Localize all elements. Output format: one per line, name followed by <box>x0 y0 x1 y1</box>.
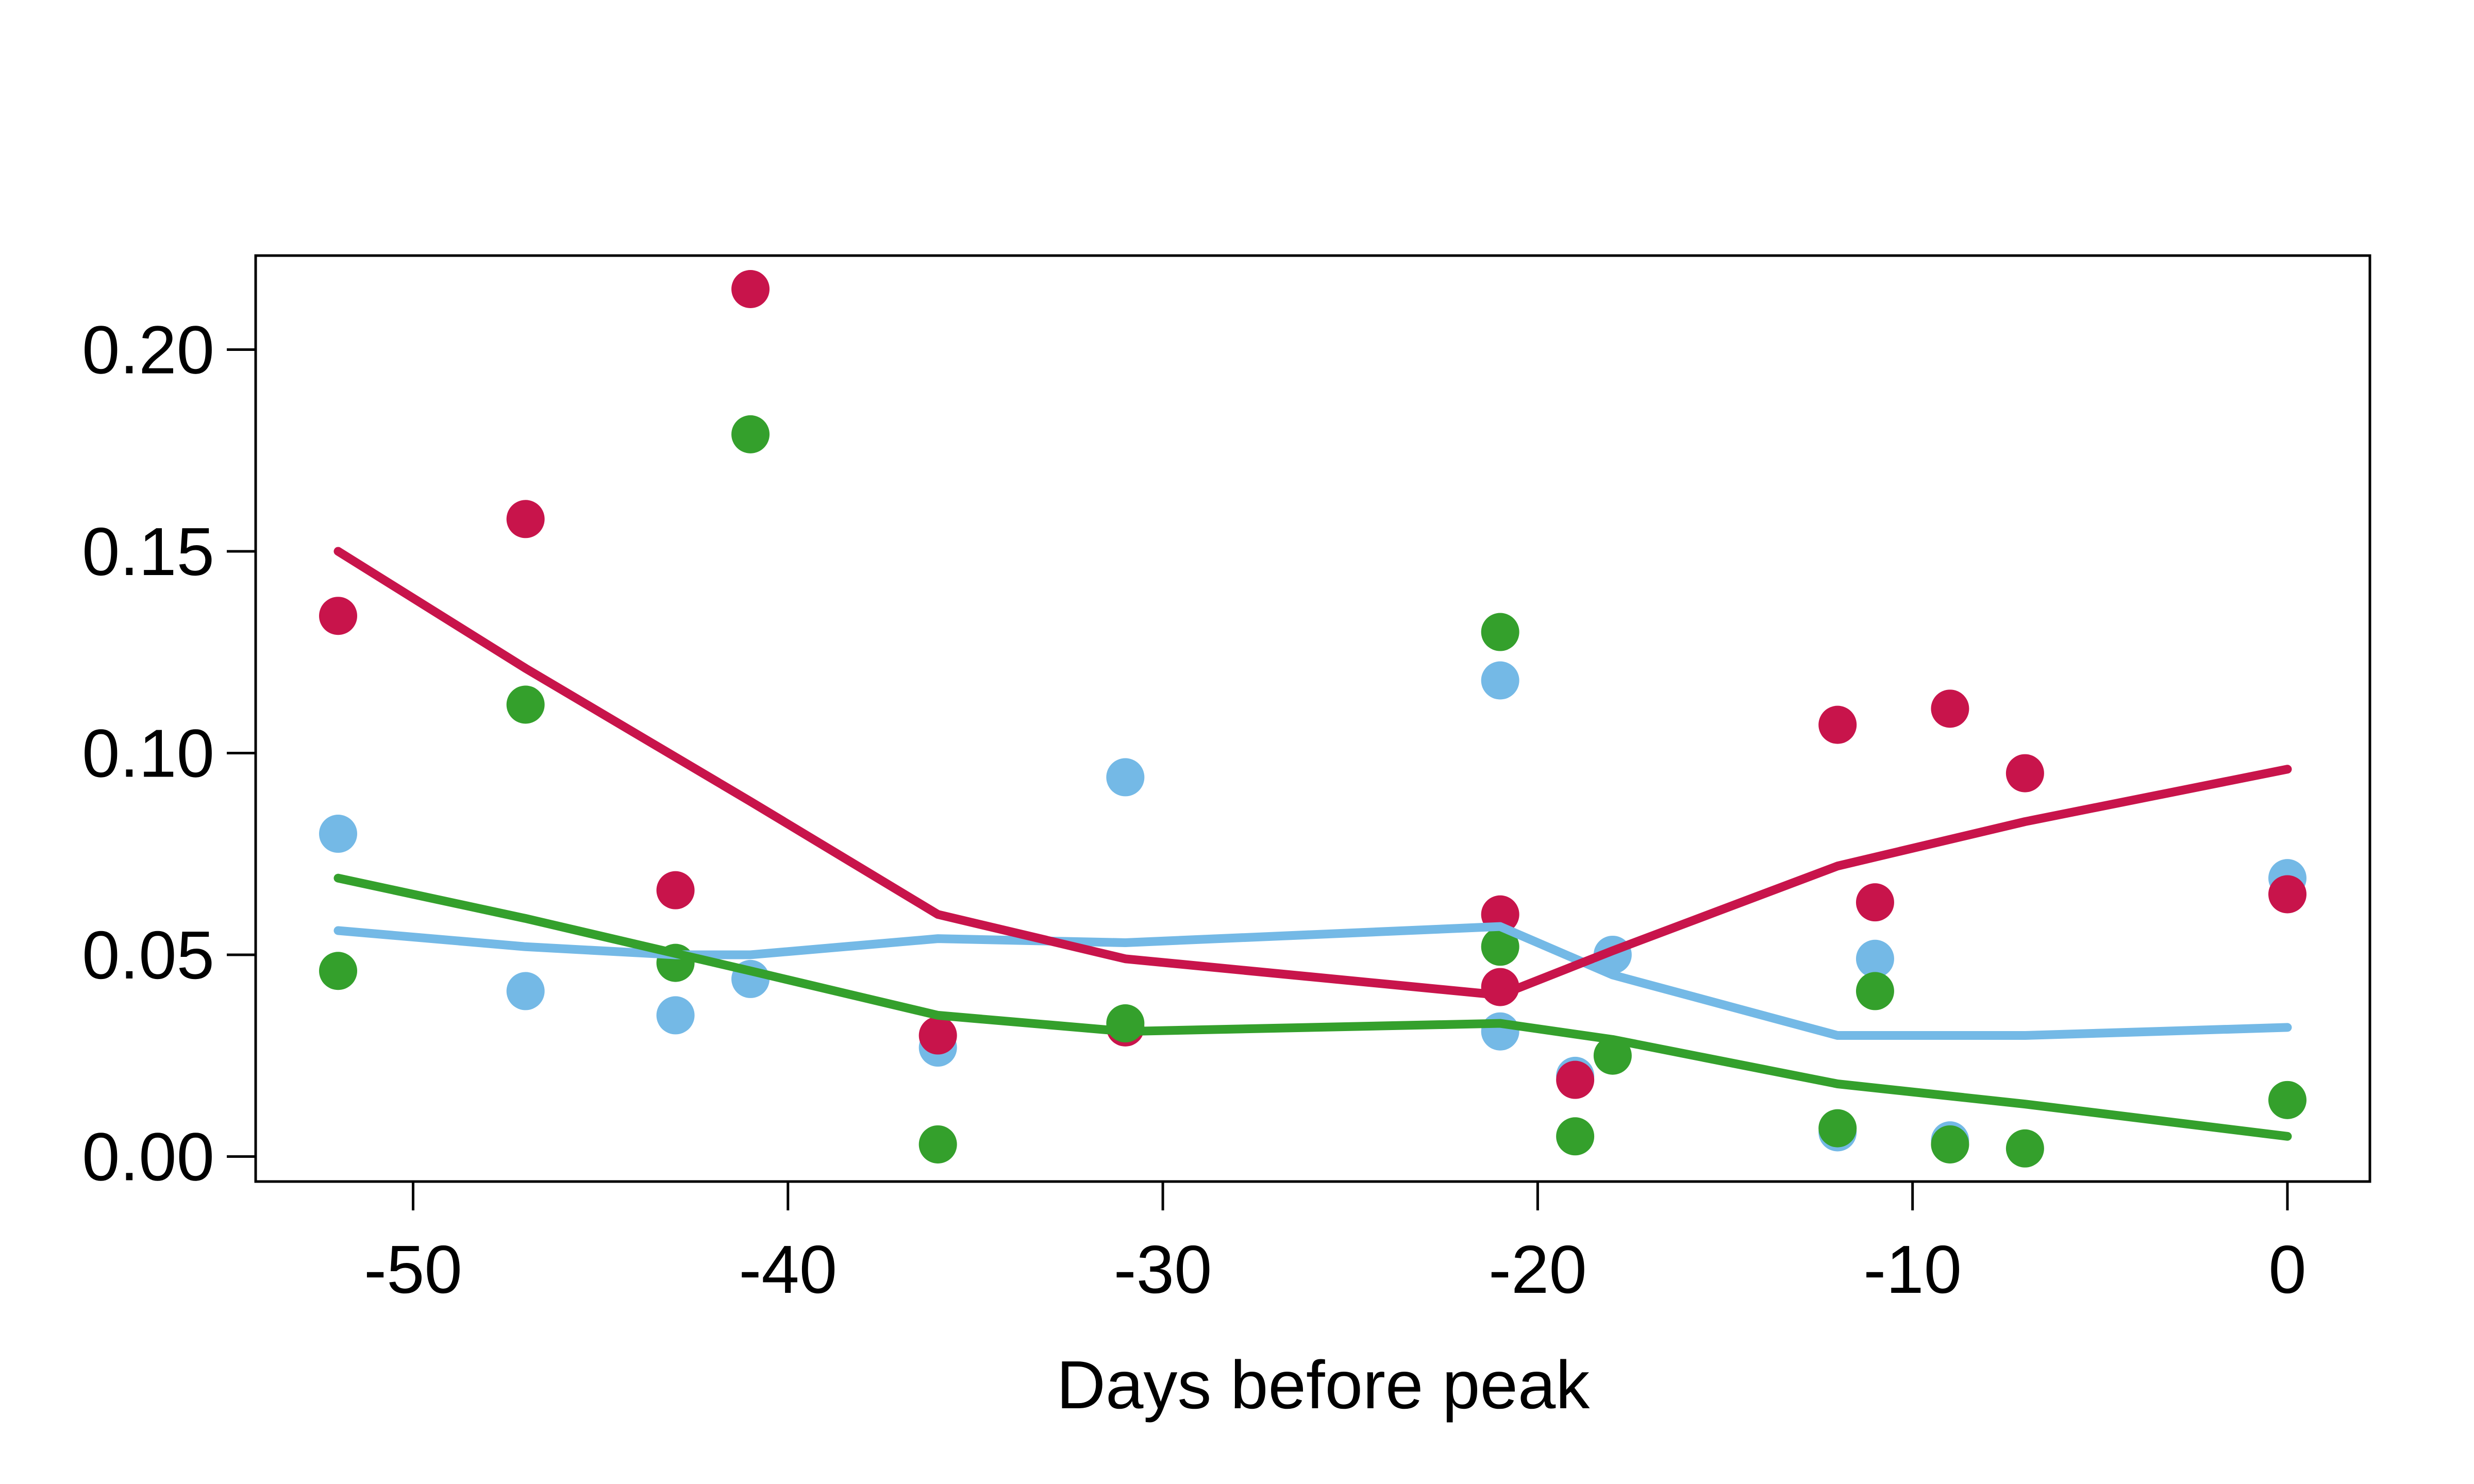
lines-group <box>333 547 2292 1141</box>
data-point <box>1481 661 1519 700</box>
data-point <box>1855 883 1894 922</box>
trend-line <box>333 873 2292 1141</box>
y-tick-label: 0.05 <box>82 917 214 993</box>
y-tick-label: 0.00 <box>82 1119 214 1194</box>
x-tick-label: -20 <box>1489 1232 1587 1307</box>
data-point <box>2268 875 2306 914</box>
data-point <box>1593 1036 1632 1075</box>
y-tick-label: 0.15 <box>82 514 214 589</box>
trend-line <box>333 922 2292 1040</box>
data-point <box>1106 1004 1145 1043</box>
data-point <box>2268 1081 2306 1119</box>
data-point <box>1106 758 1145 797</box>
data-point <box>1481 927 1519 966</box>
y-tick-label: 0.10 <box>82 715 214 791</box>
data-point <box>918 1125 957 1163</box>
data-point <box>2005 754 2044 792</box>
x-axis: -50 -40 -30 -20 -10 0 <box>364 1182 2306 1307</box>
data-point <box>319 815 358 853</box>
data-point <box>1931 689 1969 728</box>
data-point <box>1855 939 1894 978</box>
x-tick-label: -40 <box>739 1232 837 1307</box>
x-tick-label: -10 <box>1863 1232 1962 1307</box>
data-point <box>319 597 358 635</box>
y-tick-label: 0.20 <box>82 312 214 387</box>
data-point <box>731 269 770 308</box>
data-point <box>506 685 545 724</box>
data-point <box>731 415 770 453</box>
plot-frame <box>254 254 2371 1183</box>
y-axis: 0.00 0.05 0.10 0.15 0.20 <box>82 312 256 1194</box>
data-point <box>1818 1109 1857 1148</box>
data-point <box>2005 1129 2044 1168</box>
data-point <box>1818 705 1857 744</box>
points-group <box>319 269 2306 1168</box>
data-point <box>506 500 545 538</box>
x-tick-label: 0 <box>2268 1232 2306 1307</box>
data-point <box>1855 972 1894 1010</box>
data-point <box>506 972 545 1010</box>
trend-line <box>333 547 2292 1000</box>
data-point <box>656 996 695 1035</box>
data-point <box>1931 1125 1969 1163</box>
data-point <box>1481 1012 1519 1051</box>
x-tick-label: -50 <box>364 1232 462 1307</box>
data-point <box>1556 1060 1595 1099</box>
series-layer <box>319 269 2306 1168</box>
x-tick-label: -30 <box>1114 1232 1212 1307</box>
x-axis-title: Days before peak <box>1057 1347 1591 1423</box>
data-point <box>319 952 358 990</box>
data-point <box>656 871 695 909</box>
data-point <box>918 1016 957 1055</box>
data-point <box>1556 1117 1595 1156</box>
data-point <box>1481 613 1519 651</box>
